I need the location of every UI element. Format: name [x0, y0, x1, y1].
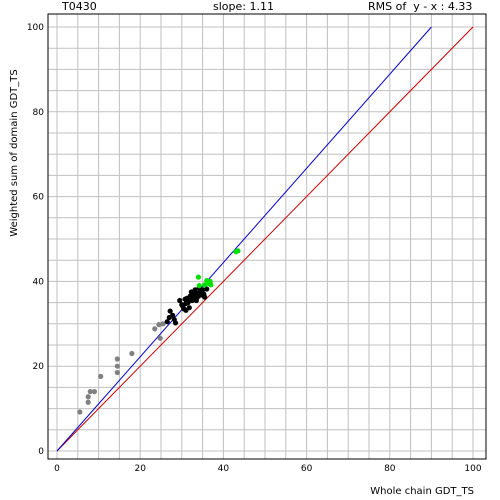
x-tick-label: 0: [54, 464, 60, 474]
data-point: [91, 389, 98, 395]
data-point: [170, 312, 176, 318]
x-tick-label: 80: [384, 464, 396, 474]
rms-label: RMS of y - x : 4.33: [368, 0, 473, 13]
reference-lines: [56, 26, 474, 452]
x-tick-label: 20: [134, 464, 146, 474]
data-point: [85, 399, 91, 405]
data-point: [196, 283, 202, 289]
target-id-label: T0430: [62, 0, 97, 13]
data-point: [160, 321, 166, 327]
data-point: [200, 287, 206, 293]
data-point: [182, 296, 188, 302]
y-axis-label: Weighted sum of domain GDT_TS: [9, 69, 20, 236]
axis-ticks: 0 20 40 60 80 100 0 20 40 60 80 100: [27, 23, 482, 474]
data-point: [114, 363, 120, 369]
data-point: [202, 282, 208, 288]
data-point: [208, 282, 214, 288]
data-point: [185, 300, 191, 306]
data-point: [172, 320, 179, 326]
x-tick-label: 60: [301, 464, 313, 474]
data-point: [157, 335, 163, 341]
x-tick-label: 40: [218, 464, 230, 474]
data-point: [188, 296, 194, 302]
data-point: [177, 297, 183, 304]
y-tick-label: 0: [38, 447, 44, 457]
data-point: [77, 409, 83, 415]
slope-label: slope: 1.11: [213, 0, 274, 13]
x-tick-label: 100: [464, 464, 481, 474]
data-point: [193, 297, 199, 304]
data-point: [186, 305, 192, 311]
data-point: [98, 373, 104, 379]
y-tick-label: 80: [33, 108, 45, 118]
data-points: [77, 248, 241, 415]
fit-line: [56, 26, 432, 452]
plot-frame: [47, 13, 487, 460]
data-point: [114, 369, 120, 376]
data-point: [235, 248, 241, 254]
y-tick-label: 40: [33, 277, 45, 287]
x-axis-label: Whole chain GDT_TS: [370, 486, 474, 497]
data-point: [85, 394, 91, 400]
grid: [48, 14, 486, 459]
y-tick-label: 100: [27, 23, 44, 33]
data-point: [114, 356, 120, 362]
y-tick-label: 20: [33, 362, 45, 372]
y-tick-label: 60: [33, 193, 45, 203]
data-point: [202, 294, 208, 300]
data-point: [204, 286, 210, 292]
data-point: [156, 322, 162, 328]
data-point: [167, 308, 173, 314]
data-point: [152, 326, 158, 332]
data-point: [129, 350, 135, 357]
identity-line: [56, 26, 474, 452]
data-point: [164, 319, 170, 325]
data-point: [87, 389, 93, 395]
data-point: [195, 274, 202, 280]
